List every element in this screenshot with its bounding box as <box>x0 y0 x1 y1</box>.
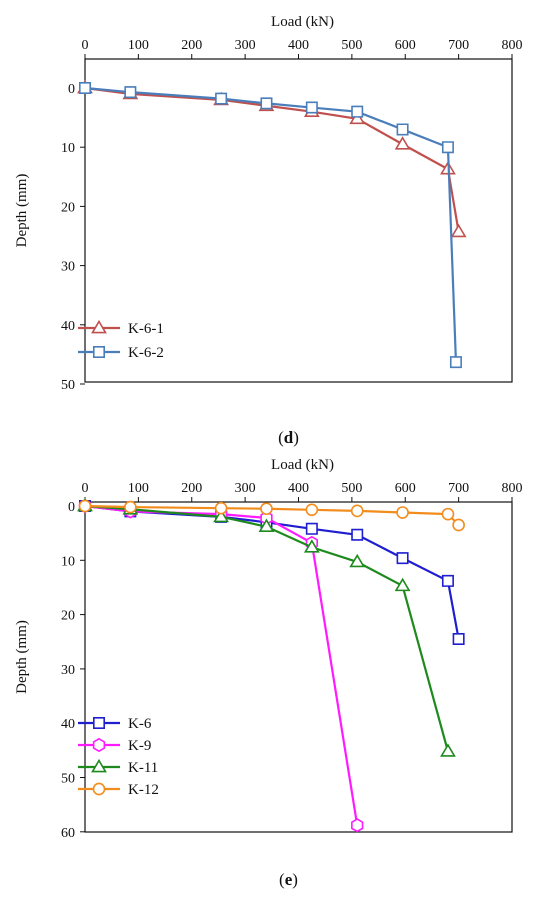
data-point <box>441 574 454 587</box>
y-tick-label: 50 <box>61 378 75 393</box>
data-point <box>305 522 318 535</box>
data-point <box>441 507 455 521</box>
data-point <box>215 92 228 105</box>
legend-entry: K-11 <box>78 758 158 776</box>
y-tick-label: 30 <box>61 663 75 678</box>
x-tick-label: 100 <box>128 481 149 496</box>
legend-entry: K-12 <box>78 782 159 798</box>
panel-label: (d) <box>278 428 299 447</box>
x-tick-label: 400 <box>288 481 309 496</box>
data-point <box>394 136 411 150</box>
legend-marker <box>93 346 105 358</box>
data-point <box>349 110 366 125</box>
x-tick-label: 600 <box>395 481 416 496</box>
series-K-11 <box>77 497 456 757</box>
data-point <box>305 503 319 517</box>
data-point <box>124 500 137 514</box>
x-tick-label: 200 <box>181 481 202 496</box>
series-K-6-2 <box>79 82 462 369</box>
data-point <box>396 123 409 136</box>
data-point <box>260 97 273 110</box>
legend-label: K-6-1 <box>128 321 164 337</box>
data-point <box>440 743 456 757</box>
data-point <box>441 141 454 154</box>
y-tick-label: 30 <box>61 260 75 275</box>
x-tick-label: 200 <box>181 38 202 53</box>
data-point <box>349 553 366 568</box>
y-tick-label: 20 <box>61 200 75 215</box>
x-tick-label: 0 <box>82 481 89 496</box>
data-point <box>449 356 462 369</box>
y-tick-label: 60 <box>61 826 75 841</box>
data-point <box>213 508 230 523</box>
legend-label: K-9 <box>128 738 151 754</box>
legend-label: K-12 <box>128 782 159 798</box>
data-point <box>452 518 465 532</box>
data-point <box>305 101 318 114</box>
legend-entry: K-6-2 <box>78 345 164 361</box>
x-tick-label: 500 <box>341 481 362 496</box>
panel-label: (e) <box>279 870 298 889</box>
series-K-6 <box>79 500 465 646</box>
data-point <box>79 82 91 94</box>
legend-entry: K-9 <box>78 737 151 754</box>
y-tick-label: 0 <box>68 82 75 97</box>
x-tick-label: 800 <box>502 38 523 53</box>
chart-panel-d: 0 100 200 300 400 500 600 700 800 0 10 20 30 40 50 Load… <box>14 14 523 447</box>
y-axis-label: Depth (mm) <box>14 174 30 248</box>
data-point <box>452 633 465 646</box>
x-tick-label: 100 <box>128 38 149 53</box>
x-tick-label: 500 <box>341 38 362 53</box>
x-tick-label: 400 <box>288 38 309 53</box>
data-point <box>124 86 137 99</box>
legend-marker <box>91 758 107 773</box>
legend-label: K-11 <box>128 760 158 776</box>
x-tick-label: 600 <box>395 38 416 53</box>
series-line <box>84 504 359 826</box>
legend-entry: K-6-1 <box>78 319 164 337</box>
y-tick-label: 10 <box>61 554 75 569</box>
x-tick-label: 300 <box>235 481 256 496</box>
y-tick-label: 0 <box>68 500 75 515</box>
x-tick-label: 700 <box>448 481 469 496</box>
x-tick-label: 300 <box>235 38 256 53</box>
y-tick-label: 10 <box>61 141 75 156</box>
x-tick-label: 0 <box>82 38 89 53</box>
legend-label: K-6 <box>128 716 152 732</box>
data-point <box>303 539 320 553</box>
data-point <box>351 105 364 118</box>
data-point <box>396 552 409 565</box>
data-point <box>351 528 364 541</box>
series-line <box>84 504 450 752</box>
legend-marker <box>92 737 106 753</box>
data-point <box>350 504 364 518</box>
data-point <box>394 577 411 592</box>
data-point <box>396 506 409 519</box>
y-axis-label: Depth (mm) <box>14 620 30 694</box>
data-point <box>450 223 467 238</box>
y-tick-label: 50 <box>61 772 75 787</box>
data-point <box>260 502 273 516</box>
chart-panel-e: 0 100 200 300 400 500 600 700 800 0 10 20 30 40 50 60 Lo… <box>14 457 523 889</box>
x-tick-label: 700 <box>448 38 469 53</box>
data-point <box>258 518 275 532</box>
x-axis-label: Load (kN) <box>271 457 334 473</box>
legend-entry: K-6 <box>78 716 152 732</box>
y-tick-label: 40 <box>61 717 75 732</box>
legend-marker <box>92 782 106 796</box>
x-tick-label: 800 <box>502 481 523 496</box>
x-axis-label: Load (kN) <box>271 14 334 30</box>
data-point <box>351 818 364 833</box>
legend-marker <box>91 319 107 334</box>
series-K-12 <box>78 499 465 532</box>
legend-marker <box>93 717 105 729</box>
data-point <box>214 501 228 515</box>
legend-label: K-6-2 <box>128 345 164 361</box>
y-tick-label: 20 <box>61 609 75 624</box>
y-tick-label: 40 <box>61 319 75 334</box>
data-point <box>78 499 92 513</box>
